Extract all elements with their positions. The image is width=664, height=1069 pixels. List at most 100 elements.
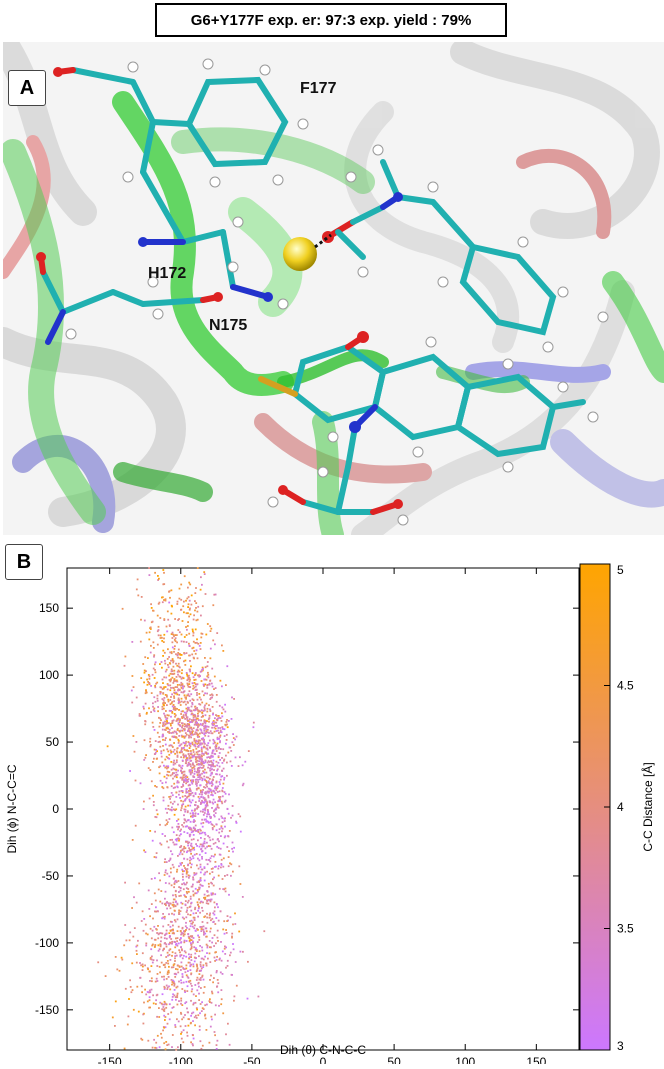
scatter-point xyxy=(192,965,195,968)
scatter-point xyxy=(188,690,191,693)
scatter-point xyxy=(220,800,223,803)
scatter-point xyxy=(187,977,190,979)
scatter-point xyxy=(172,924,174,927)
scatter-point xyxy=(169,925,172,928)
scatter-point xyxy=(211,782,213,785)
scatter-point xyxy=(174,960,176,962)
scatter-point xyxy=(180,906,183,909)
scatter-point xyxy=(162,569,165,571)
scatter-point xyxy=(209,730,212,733)
scatter-point xyxy=(185,964,188,967)
scatter-point xyxy=(257,995,260,998)
scatter-point xyxy=(169,808,171,811)
scatter-point xyxy=(188,957,190,960)
scatter-point xyxy=(173,768,176,771)
scatter-point xyxy=(188,695,191,697)
scatter-point xyxy=(130,689,133,692)
scatter-point xyxy=(208,761,211,763)
scatter-point xyxy=(177,925,180,928)
scatter-point xyxy=(198,886,200,889)
scatter-point xyxy=(216,805,219,808)
scatter-point xyxy=(232,744,235,746)
scatter-point xyxy=(162,796,165,799)
scatter-point xyxy=(156,813,159,816)
scatter-point xyxy=(196,715,199,718)
scatter-point xyxy=(200,776,203,779)
scatter-point xyxy=(211,1018,213,1021)
scatter-point xyxy=(212,776,215,778)
scatter-point xyxy=(231,841,234,844)
scatter-point xyxy=(188,961,191,964)
scatter-point xyxy=(219,798,221,801)
scatter-point xyxy=(163,599,165,601)
scatter-point xyxy=(209,979,211,981)
scatter-point xyxy=(192,1002,195,1005)
scatter-point xyxy=(214,893,217,896)
scatter-point xyxy=(224,945,226,948)
scatter-point xyxy=(180,828,182,831)
scatter-point xyxy=(194,758,197,761)
scatter-point xyxy=(151,961,154,964)
scatter-point xyxy=(179,724,181,726)
scatter-point xyxy=(205,902,208,905)
scatter-point xyxy=(186,975,189,978)
scatter-point xyxy=(173,913,175,916)
scatter-point xyxy=(180,969,182,971)
scatter-point xyxy=(222,857,225,860)
scatter-point xyxy=(144,923,147,926)
scatter-point xyxy=(131,701,134,704)
scatter-point xyxy=(145,670,147,673)
scatter-point xyxy=(188,709,191,712)
scatter-point xyxy=(193,650,196,652)
scatter-point xyxy=(198,776,201,778)
scatter-point xyxy=(208,1041,211,1044)
scatter-point xyxy=(154,571,156,574)
scatter-point xyxy=(163,986,166,989)
scatter-point xyxy=(168,728,171,731)
scatter-point xyxy=(186,858,189,861)
scatter-point xyxy=(189,920,191,923)
scatter-point xyxy=(230,816,232,819)
scatter-point xyxy=(178,666,181,669)
scatter-point xyxy=(220,998,223,1001)
scatter-point xyxy=(215,760,218,763)
dihedral-scatter-chart: -150 -100 -50 0 50 100 150 150100500-50-100-15… xyxy=(5,563,655,1069)
scatter-point xyxy=(186,927,188,929)
scatter-point xyxy=(182,741,185,744)
scatter-point xyxy=(190,719,193,721)
scatter-point xyxy=(111,1016,114,1019)
scatter-point xyxy=(173,669,176,672)
scatter-point xyxy=(155,1047,158,1049)
scatter-point xyxy=(192,716,195,719)
scatter-point xyxy=(199,810,202,813)
scatter-point xyxy=(218,1004,220,1007)
scatter-point xyxy=(186,628,188,631)
scatter-point xyxy=(194,779,197,781)
scatter-point xyxy=(176,729,179,731)
scatter-point xyxy=(150,878,153,880)
scatter-point xyxy=(203,801,206,804)
scatter-point xyxy=(187,970,189,972)
scatter-point xyxy=(194,770,196,773)
scatter-point xyxy=(196,567,199,569)
scatter-point xyxy=(171,722,174,724)
scatter-point xyxy=(201,793,203,796)
scatter-point xyxy=(164,1026,167,1029)
scatter-point xyxy=(229,862,231,865)
scatter-point xyxy=(165,943,168,946)
scatter-point xyxy=(183,968,186,971)
scatter-point xyxy=(188,981,191,983)
scatter-point xyxy=(226,761,228,764)
scatter-point xyxy=(162,925,165,928)
scatter-point xyxy=(177,823,180,825)
scatter-point xyxy=(207,811,210,814)
scatter-point xyxy=(149,745,152,748)
scatter-point xyxy=(177,699,180,701)
scatter-point xyxy=(200,1047,203,1050)
scatter-point xyxy=(191,698,194,701)
scatter-point xyxy=(136,985,139,988)
scatter-point xyxy=(206,1003,208,1006)
scatter-point xyxy=(179,851,182,854)
scatter-point xyxy=(189,969,192,971)
scatter-point xyxy=(197,890,199,893)
